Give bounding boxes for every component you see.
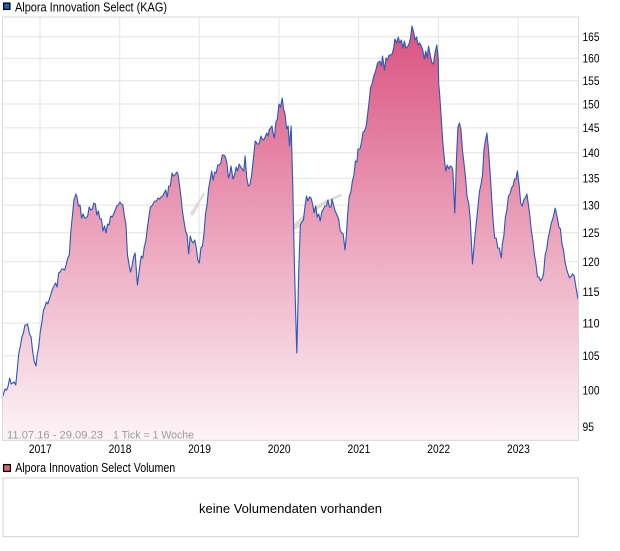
svg-text:135: 135: [583, 172, 600, 186]
svg-text:95: 95: [583, 420, 595, 434]
svg-text:2018: 2018: [109, 442, 132, 456]
svg-text:120: 120: [583, 255, 600, 269]
svg-text:140: 140: [583, 146, 600, 160]
svg-text:110: 110: [583, 316, 600, 330]
svg-text:145: 145: [583, 121, 600, 135]
svg-text:105: 105: [583, 349, 600, 363]
svg-text:155: 155: [583, 74, 600, 88]
svg-text:2020: 2020: [268, 442, 291, 456]
svg-text:100: 100: [583, 384, 600, 398]
svg-text:165: 165: [583, 30, 600, 44]
svg-text:Alpora Innovation Select Volum: Alpora Innovation Select Volumen: [15, 461, 175, 475]
svg-text:11.07.16 - 29.09.23: 11.07.16 - 29.09.23: [7, 430, 103, 442]
svg-text:2022: 2022: [427, 442, 450, 456]
svg-text:Alpora Innovation Select (KAG): Alpora Innovation Select (KAG): [15, 1, 167, 15]
svg-text:160: 160: [583, 52, 600, 66]
svg-text:2021: 2021: [348, 442, 371, 456]
svg-text:2019: 2019: [188, 442, 211, 456]
svg-text:130: 130: [583, 198, 600, 212]
svg-text:1 Tick = 1 Woche: 1 Tick = 1 Woche: [113, 430, 194, 442]
svg-text:2023: 2023: [507, 442, 530, 456]
svg-text:2017: 2017: [29, 442, 52, 456]
svg-text:115: 115: [583, 285, 600, 299]
svg-text:150: 150: [583, 97, 600, 111]
svg-text:125: 125: [583, 226, 600, 240]
svg-text:keine Volumendaten vorhanden: keine Volumendaten vorhanden: [199, 501, 382, 516]
